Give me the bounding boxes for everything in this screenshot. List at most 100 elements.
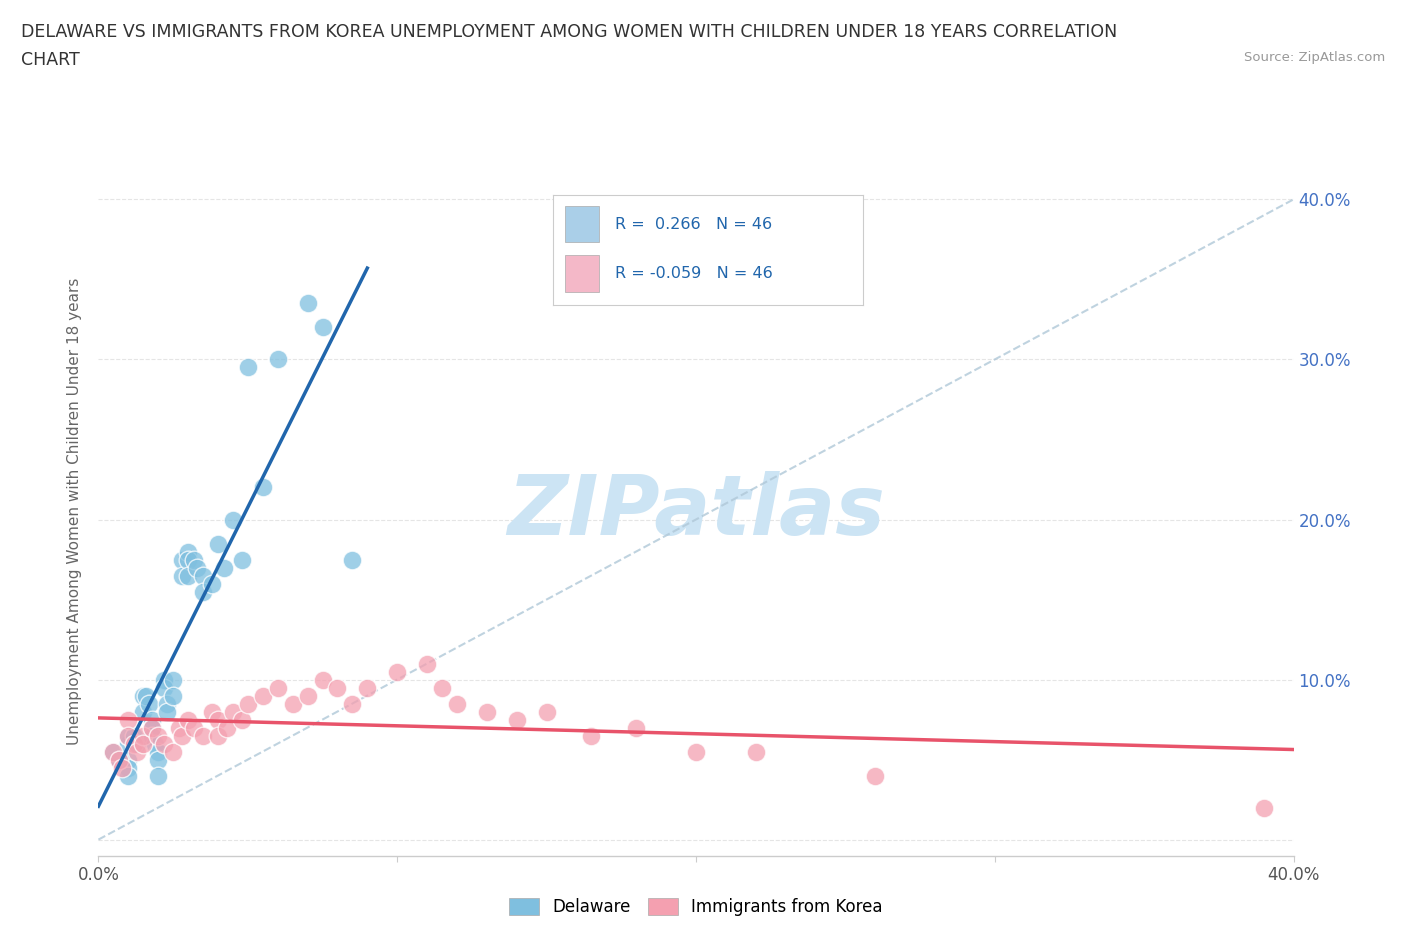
Point [127, 737, 149, 751]
Text: R = -0.059   N = 46: R = -0.059 N = 46 [614, 266, 772, 281]
Point [685, 744, 707, 759]
Point [153, 672, 176, 687]
Point [865, 768, 887, 783]
Point [222, 704, 245, 719]
Point [141, 720, 163, 735]
Point [132, 728, 155, 743]
Point [132, 737, 155, 751]
Text: DELAWARE VS IMMIGRANTS FROM KOREA UNEMPLOYMENT AMONG WOMEN WITH CHILDREN UNDER 1: DELAWARE VS IMMIGRANTS FROM KOREA UNEMPL… [21, 23, 1118, 41]
Point [297, 296, 319, 311]
Point [162, 744, 184, 759]
Point [222, 512, 245, 527]
Point [172, 728, 194, 743]
Point [311, 672, 333, 687]
Point [183, 720, 205, 735]
Point [117, 752, 139, 767]
Point [117, 728, 139, 743]
Point [124, 728, 146, 743]
Point [342, 552, 364, 567]
Point [132, 704, 155, 719]
Point [183, 552, 205, 567]
Point [153, 737, 176, 751]
Point [231, 712, 253, 727]
Point [207, 536, 229, 551]
Point [201, 576, 224, 591]
Point [311, 320, 333, 335]
Point [177, 552, 200, 567]
Point [536, 704, 558, 719]
Point [108, 752, 131, 767]
Point [267, 680, 290, 695]
Point [117, 768, 139, 783]
Point [356, 680, 378, 695]
Point [156, 697, 179, 711]
Point [212, 560, 235, 575]
Point [177, 568, 200, 583]
Point [138, 697, 160, 711]
Point [215, 720, 238, 735]
Point [162, 672, 184, 687]
Legend: Delaware, Immigrants from Korea: Delaware, Immigrants from Korea [509, 898, 883, 916]
Text: CHART: CHART [21, 51, 80, 69]
Point [475, 704, 498, 719]
Point [267, 352, 290, 367]
Point [186, 560, 208, 575]
Bar [565, 206, 599, 243]
Text: R =  0.266   N = 46: R = 0.266 N = 46 [614, 217, 772, 232]
Point [167, 720, 190, 735]
Point [172, 552, 194, 567]
Point [111, 760, 134, 775]
Point [162, 688, 184, 703]
Point [191, 584, 214, 599]
Point [430, 680, 453, 695]
Point [416, 656, 439, 671]
Point [177, 712, 200, 727]
Point [117, 712, 139, 727]
Point [148, 728, 170, 743]
Point [506, 712, 529, 727]
Point [581, 728, 603, 743]
Point [1253, 800, 1275, 815]
Bar [565, 256, 599, 292]
Point [231, 552, 253, 567]
Point [148, 744, 170, 759]
Point [132, 688, 155, 703]
Point [297, 688, 319, 703]
Point [156, 704, 179, 719]
Point [207, 712, 229, 727]
Point [191, 728, 214, 743]
Point [108, 752, 131, 767]
Point [201, 704, 224, 719]
Point [385, 664, 409, 679]
Point [135, 688, 157, 703]
Point [446, 697, 468, 711]
Y-axis label: Unemployment Among Women with Children Under 18 years: Unemployment Among Women with Children U… [66, 278, 82, 745]
Point [191, 568, 214, 583]
Point [103, 744, 125, 759]
Point [236, 360, 259, 375]
Point [148, 752, 170, 767]
Point [117, 737, 139, 751]
Point [745, 744, 768, 759]
Text: ZIPatlas: ZIPatlas [508, 471, 884, 552]
Point [236, 697, 259, 711]
Point [207, 728, 229, 743]
Point [626, 720, 648, 735]
Point [103, 744, 125, 759]
Point [124, 737, 146, 751]
Point [141, 712, 163, 727]
Point [141, 720, 163, 735]
Point [127, 744, 149, 759]
Point [252, 688, 274, 703]
Point [143, 737, 166, 751]
Point [342, 697, 364, 711]
Point [153, 680, 176, 695]
Point [172, 568, 194, 583]
Point [177, 544, 200, 559]
Point [117, 728, 139, 743]
Point [148, 768, 170, 783]
Point [117, 760, 139, 775]
Point [141, 728, 163, 743]
Point [281, 697, 304, 711]
Text: Source: ZipAtlas.com: Source: ZipAtlas.com [1244, 51, 1385, 64]
